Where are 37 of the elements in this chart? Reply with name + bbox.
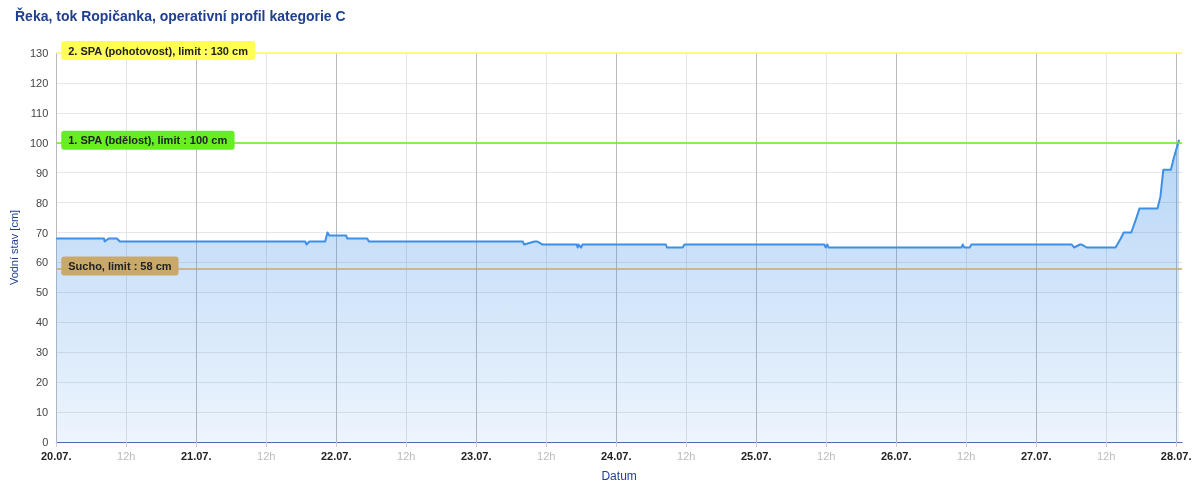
y-tick-label: 40 — [36, 316, 49, 329]
x-tick-label: 25.07. — [740, 449, 772, 462]
x-tick-label: 23.07. — [460, 449, 492, 462]
x-tick-label: 12h — [817, 449, 836, 462]
x-tick-label: 20.07. — [40, 449, 72, 462]
ref-line-label: 2. SPA (pohotovost), limit : 130 cm — [68, 44, 249, 57]
x-tick-label: 27.07. — [1020, 449, 1052, 462]
x-tick-label: 28.07. — [1160, 449, 1192, 462]
y-tick-label: 30 — [36, 346, 49, 359]
x-tick-label: 22.07. — [320, 449, 352, 462]
x-tick-label: 12h — [117, 449, 136, 462]
y-tick-label: 130 — [29, 47, 49, 59]
y-tick-label: 60 — [36, 256, 49, 269]
y-tick-label: 70 — [36, 226, 49, 239]
x-tick-label: 12h — [257, 449, 276, 462]
y-tick-label: 110 — [30, 106, 49, 119]
y-tick-label: 0 — [42, 436, 49, 448]
y-tick-label: 10 — [36, 406, 49, 419]
ref-line-label: 1. SPA (bdělost), limit : 100 cm — [68, 134, 228, 147]
x-tick-label: 12h — [1096, 449, 1116, 462]
y-axis-title: Vodní stav [cm] — [7, 209, 20, 286]
y-tick-label: 90 — [36, 166, 49, 179]
y-tick-label: 50 — [36, 286, 49, 299]
y-tick-label: 80 — [36, 196, 49, 209]
x-tick-label: 26.07. — [880, 449, 912, 462]
x-tick-label: 12h — [537, 449, 556, 462]
x-tick-label: 12h — [397, 449, 416, 462]
y-tick-label: 120 — [29, 76, 49, 89]
y-tick-label: 100 — [29, 136, 49, 149]
chart-title: Řeka, tok Ropičanka, operativní profil kategorie C — [15, 7, 346, 24]
x-tick-label: 21.07. — [180, 449, 212, 462]
x-tick-label: 12h — [957, 449, 976, 462]
ref-line-label: Sucho, limit : 58 cm — [68, 259, 172, 272]
x-axis-title: Datum — [601, 469, 637, 483]
x-tick-label: 24.07. — [600, 449, 632, 462]
y-tick-label: 20 — [36, 376, 49, 389]
x-tick-label: 12h — [677, 449, 696, 462]
